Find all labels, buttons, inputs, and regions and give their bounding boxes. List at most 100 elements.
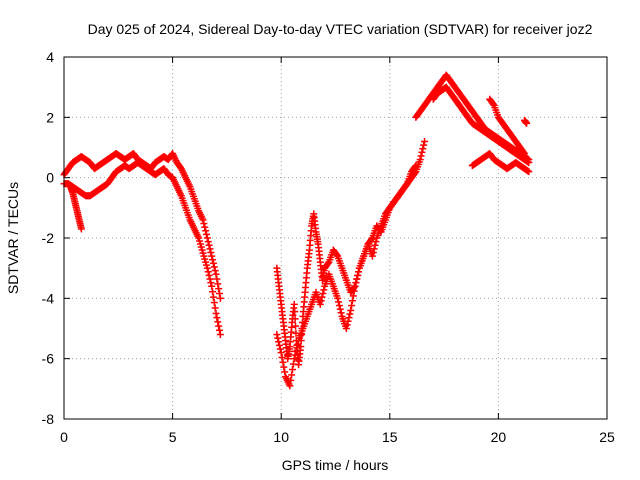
x-tick-label: 20 <box>491 429 507 445</box>
data-point-interp <box>346 310 354 318</box>
x-tick-label: 25 <box>599 429 615 445</box>
data-point <box>290 300 298 308</box>
y-tick-label: 2 <box>46 109 54 125</box>
data-point-interp <box>215 322 223 330</box>
grid <box>64 57 607 419</box>
y-axis-label: SDTVAR / TECUs <box>5 182 21 294</box>
data-point-interp <box>369 248 377 256</box>
data-point <box>216 294 224 302</box>
data-point-interp <box>209 288 217 296</box>
data-point-interp <box>370 245 378 253</box>
data-point-interp <box>288 371 296 379</box>
data-point-interp <box>204 238 212 246</box>
data-point <box>286 382 294 390</box>
y-tick-label: 0 <box>46 170 54 186</box>
data-point-interp <box>344 317 352 325</box>
data-point-interp <box>209 293 217 301</box>
data-point-interp <box>275 338 283 346</box>
data-point-interp <box>288 366 296 374</box>
data-point-interp <box>355 268 363 276</box>
data-point-interp <box>207 248 215 256</box>
data-point <box>525 159 533 167</box>
data-point-interp <box>337 309 345 317</box>
y-tick-label: -4 <box>42 290 55 306</box>
data-point <box>342 325 350 332</box>
data-point-interp <box>210 263 218 271</box>
data-point-interp <box>319 290 327 298</box>
y-tick-label: -6 <box>42 351 55 367</box>
data-point-interp <box>411 163 419 171</box>
data-point <box>523 119 531 127</box>
data-point-interp <box>216 290 224 298</box>
data-point <box>277 349 285 357</box>
data-point-interp <box>276 345 284 353</box>
data-point-interp <box>353 275 361 283</box>
data-point-interp <box>280 363 288 371</box>
data-point <box>421 137 429 145</box>
data-point <box>412 162 420 170</box>
plot-frame <box>63 56 608 420</box>
data-point-interp <box>201 223 209 231</box>
data-point-interp <box>209 256 217 264</box>
data-point-interp <box>207 279 215 287</box>
data-point-interp <box>343 321 351 329</box>
data-point <box>208 282 216 290</box>
data-point-interp <box>291 315 299 323</box>
data-point-interp <box>354 271 362 279</box>
data-point-interp <box>204 268 212 276</box>
data-point-interp <box>205 241 213 249</box>
data-point <box>520 150 528 158</box>
data-point-interp <box>419 145 427 153</box>
data-points <box>60 71 533 390</box>
data-point-interp <box>348 302 356 310</box>
data-point-interp <box>336 305 344 313</box>
data-point-interp <box>349 292 357 300</box>
data-point-interp <box>489 100 497 108</box>
data-point-interp <box>289 360 297 368</box>
data-point-interp <box>214 280 222 288</box>
y-tick-label: -8 <box>42 411 55 427</box>
data-point-interp <box>206 245 214 253</box>
data-point-interp <box>420 141 428 149</box>
data-point <box>212 270 220 278</box>
data-point-interp <box>293 344 301 352</box>
chart-title: Day 025 of 2024, Sidereal Day-to-day VTE… <box>88 21 593 37</box>
data-point-interp <box>291 308 299 316</box>
data-point-interp <box>211 304 219 312</box>
data-point-interp <box>371 241 379 249</box>
data-point-interp <box>291 351 299 359</box>
data-point <box>347 306 355 314</box>
data-point-interp <box>335 302 343 310</box>
data-point <box>290 355 298 363</box>
data-point-interp <box>214 318 222 326</box>
x-tick-label: 15 <box>382 429 398 445</box>
x-axis-label: GPS time / hours <box>282 457 389 473</box>
data-point-interp <box>205 271 213 279</box>
data-point-interp <box>348 297 356 305</box>
data-point-interp <box>294 340 302 348</box>
data-point <box>316 300 324 308</box>
data-point-interp <box>292 347 300 355</box>
data-point <box>416 156 424 164</box>
data-point-interp <box>275 341 283 349</box>
data-point-interp <box>350 287 358 295</box>
data-point-interp <box>278 353 286 361</box>
data-point-interp <box>368 235 376 243</box>
data-point-interp <box>520 148 528 156</box>
data-point <box>334 294 342 302</box>
data-point <box>208 252 216 260</box>
data-point-interp <box>210 299 218 307</box>
data-point-interp <box>287 376 295 384</box>
data-point-interp <box>215 285 223 293</box>
data-point-interp <box>216 326 224 334</box>
x-tick-label: 10 <box>273 429 289 445</box>
data-point-interp <box>317 297 325 305</box>
data-point <box>351 282 359 290</box>
data-point-interp <box>213 275 221 283</box>
data-point-interp <box>200 220 208 228</box>
data-point <box>77 225 85 233</box>
data-point-interp <box>417 152 425 160</box>
data-point-interp <box>274 334 282 342</box>
data-point-interp <box>320 286 328 294</box>
